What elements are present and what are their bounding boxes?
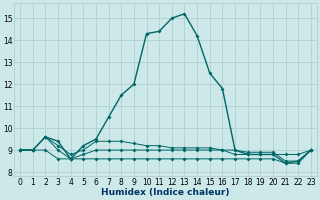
X-axis label: Humidex (Indice chaleur): Humidex (Indice chaleur) [101,188,230,197]
